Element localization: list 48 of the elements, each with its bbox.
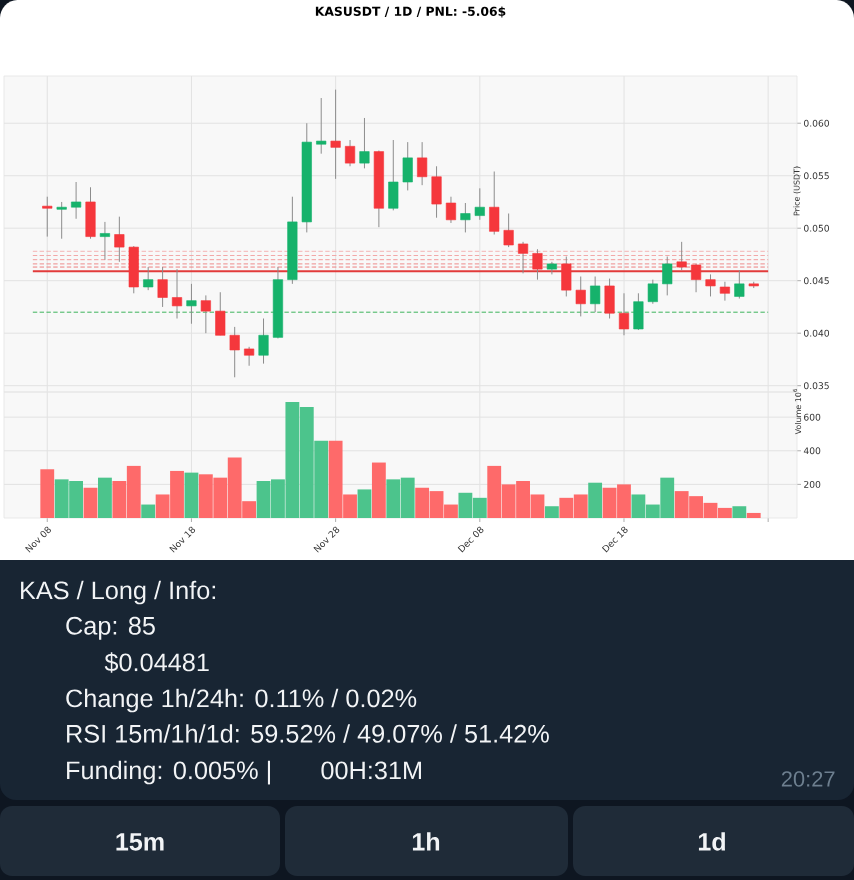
candlestick [662,256,673,296]
bar [98,477,112,518]
candlestick [359,117,370,169]
text: Cap: 85 [66,616,155,640]
candlestick [532,248,543,281]
text: 1h [412,832,440,851]
candlestick [71,181,82,220]
text: 00H:31M [321,761,421,780]
candlestick [691,263,702,293]
candlestick [330,89,341,180]
candlestick [42,196,53,238]
candlestick [85,186,96,240]
bar [357,489,372,518]
candlestick [316,97,327,155]
candlestick [445,196,457,224]
candlestick [171,268,183,319]
candlestick [99,221,110,261]
candlestick [734,269,745,300]
candlestick [186,283,197,325]
bar [141,504,156,518]
text: Change 1h/24h: 0.11% / 0.02% [66,688,417,713]
candlestick [157,266,168,308]
candlestick [604,278,615,319]
candlestick [244,346,255,367]
candlestick [590,276,601,313]
text: $0.04481 [104,652,209,673]
candlestick [344,139,356,167]
candlestick [258,317,269,365]
candlestick [676,241,687,271]
candlestick [200,294,211,334]
bar [588,482,603,518]
candlestick [143,266,154,291]
text: 1d [698,832,725,851]
bar [746,512,761,518]
text: RSI 15m/1h/1d: 59.52% / 49.07% / 51.42% [67,724,549,743]
bar [371,462,386,518]
bar [732,506,747,518]
bar [83,487,98,518]
bar [544,506,559,518]
text: Funding: 0.005% | [67,760,270,785]
text: 15m [116,833,164,851]
bar [184,472,199,518]
bar [40,469,55,518]
candlestick [56,201,67,240]
text: KAS / Long / Info: [21,580,216,605]
text: 20:27 [781,771,835,787]
candlestick [618,292,630,336]
candlestick [518,241,529,274]
